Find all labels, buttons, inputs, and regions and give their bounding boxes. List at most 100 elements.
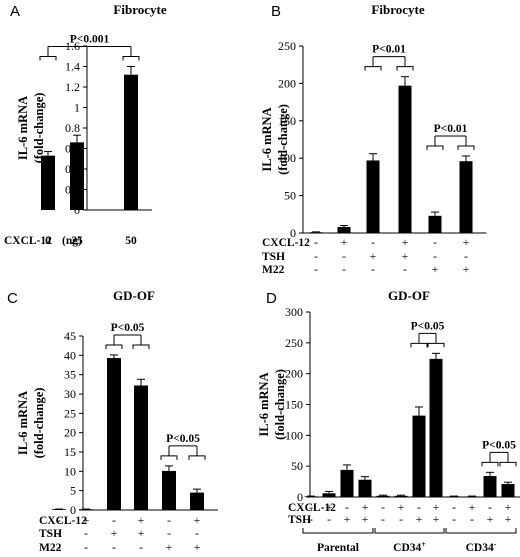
condition-sign: + <box>416 512 423 526</box>
condition-label: CXCL-12 <box>39 515 87 527</box>
bar <box>459 161 473 233</box>
y-axis-label: IL-6 mRNA <box>260 107 274 171</box>
bar-bracket <box>105 344 123 349</box>
condition-sign: - <box>57 540 61 554</box>
bar <box>340 469 354 497</box>
condition-sign: - <box>327 512 331 526</box>
condition-sign: - <box>417 500 421 514</box>
y-tick-label: 1.4 <box>65 60 80 74</box>
condition-sign: - <box>342 262 346 276</box>
bar-bracket <box>410 342 428 348</box>
panel-d: D GD-OF 0 50 100 150 200 250 300 IL-6 mRNA (fold-c… <box>257 288 520 554</box>
bar <box>376 495 390 497</box>
condition-sign: - <box>167 526 171 540</box>
panel-letter: C <box>7 290 18 307</box>
condition-sign: - <box>433 235 437 249</box>
bar-bracket <box>481 461 499 467</box>
bar <box>322 493 336 497</box>
condition-sign: - <box>381 500 385 514</box>
condition-sign: + <box>344 512 351 526</box>
bar <box>398 85 412 233</box>
bar <box>134 385 148 510</box>
condition-sign: + <box>433 512 440 526</box>
bar <box>304 496 318 497</box>
group-bracket: Parental <box>302 528 374 554</box>
significance-label: P<0.01 <box>434 123 468 135</box>
y-axis-label: (fold-change) <box>32 93 46 164</box>
y-tick-label: 50 <box>291 459 303 473</box>
condition-sign: - <box>314 249 318 263</box>
condition-sign: - <box>167 513 171 527</box>
significance-label: P<0.01 <box>372 44 406 56</box>
y-tick-label: 150 <box>278 114 296 128</box>
condition-label: TSH <box>39 528 62 540</box>
condition-sign: + <box>487 512 494 526</box>
y-tick-label: 0.8 <box>65 121 80 135</box>
y-tick-label: 15 <box>64 445 76 459</box>
bar-bracket <box>499 461 517 467</box>
condition-sign: + <box>398 500 405 514</box>
condition-sign: - <box>112 540 116 554</box>
bar <box>447 496 461 497</box>
panel-title: Fibrocyte <box>113 2 166 17</box>
significance-label: P<0.05 <box>166 433 200 445</box>
condition-sign: - <box>195 526 199 540</box>
group-bracket: CD34+ <box>374 528 445 555</box>
y-tick-label: 20 <box>64 426 76 440</box>
significance-label: P<0.05 <box>482 439 516 451</box>
x-tick-label: 0 <box>45 235 51 247</box>
condition-sign: + <box>505 500 512 514</box>
group-label: CD34+ <box>393 540 426 555</box>
bar <box>190 492 204 510</box>
significance-bracket: P<0.05 <box>105 322 150 349</box>
condition-sign: + <box>433 500 440 514</box>
bar <box>429 358 443 497</box>
bar <box>412 415 426 497</box>
bar <box>70 142 84 210</box>
y-tick-label: 5 <box>70 484 76 498</box>
y-tick-label: 100 <box>278 151 296 165</box>
y-tick-label: 300 <box>285 305 303 319</box>
group-label-sup: + <box>421 540 426 549</box>
condition-sign: + <box>326 500 333 514</box>
bar <box>366 160 380 233</box>
group-bracket-line <box>374 528 445 534</box>
condition-sign: - <box>470 512 474 526</box>
condition-sign: + <box>402 235 409 249</box>
bar-bracket <box>427 342 445 348</box>
bar-bracket <box>364 66 382 71</box>
bar <box>483 476 497 497</box>
condition-label: CXCL-12 <box>288 502 336 514</box>
bar <box>501 484 515 497</box>
group-label: Parental <box>317 542 359 554</box>
significance-bracket: P<0.01 <box>364 44 414 71</box>
condition-sign: - <box>84 540 88 554</box>
significance-bracket: P<0.05 <box>410 320 445 348</box>
condition-sign: - <box>399 512 403 526</box>
condition-sign: + <box>194 513 201 527</box>
condition-sign: + <box>111 526 118 540</box>
condition-sign: + <box>463 235 470 249</box>
bar <box>309 232 323 233</box>
panel-letter: D <box>266 290 277 307</box>
condition-label: M22 <box>39 542 62 554</box>
condition-sign: - <box>433 249 437 263</box>
condition-sign: - <box>488 500 492 514</box>
y-tick-label: 250 <box>278 39 296 53</box>
bar <box>79 509 93 510</box>
y-tick-label: 200 <box>278 76 296 90</box>
condition-sign: - <box>452 500 456 514</box>
group-label-sup: - <box>494 540 497 549</box>
y-tick-label: 100 <box>285 428 303 442</box>
y-tick-label: 200 <box>285 367 303 381</box>
y-tick-label: 250 <box>285 336 303 350</box>
condition-sign: - <box>112 513 116 527</box>
condition-sign: + <box>138 526 145 540</box>
bar <box>41 155 55 210</box>
condition-sign: - <box>314 262 318 276</box>
condition-sign: + <box>463 262 470 276</box>
y-axis-label: IL-6 mRNA <box>16 96 30 160</box>
condition-sign: - <box>452 512 456 526</box>
condition-sign: + <box>83 513 90 527</box>
